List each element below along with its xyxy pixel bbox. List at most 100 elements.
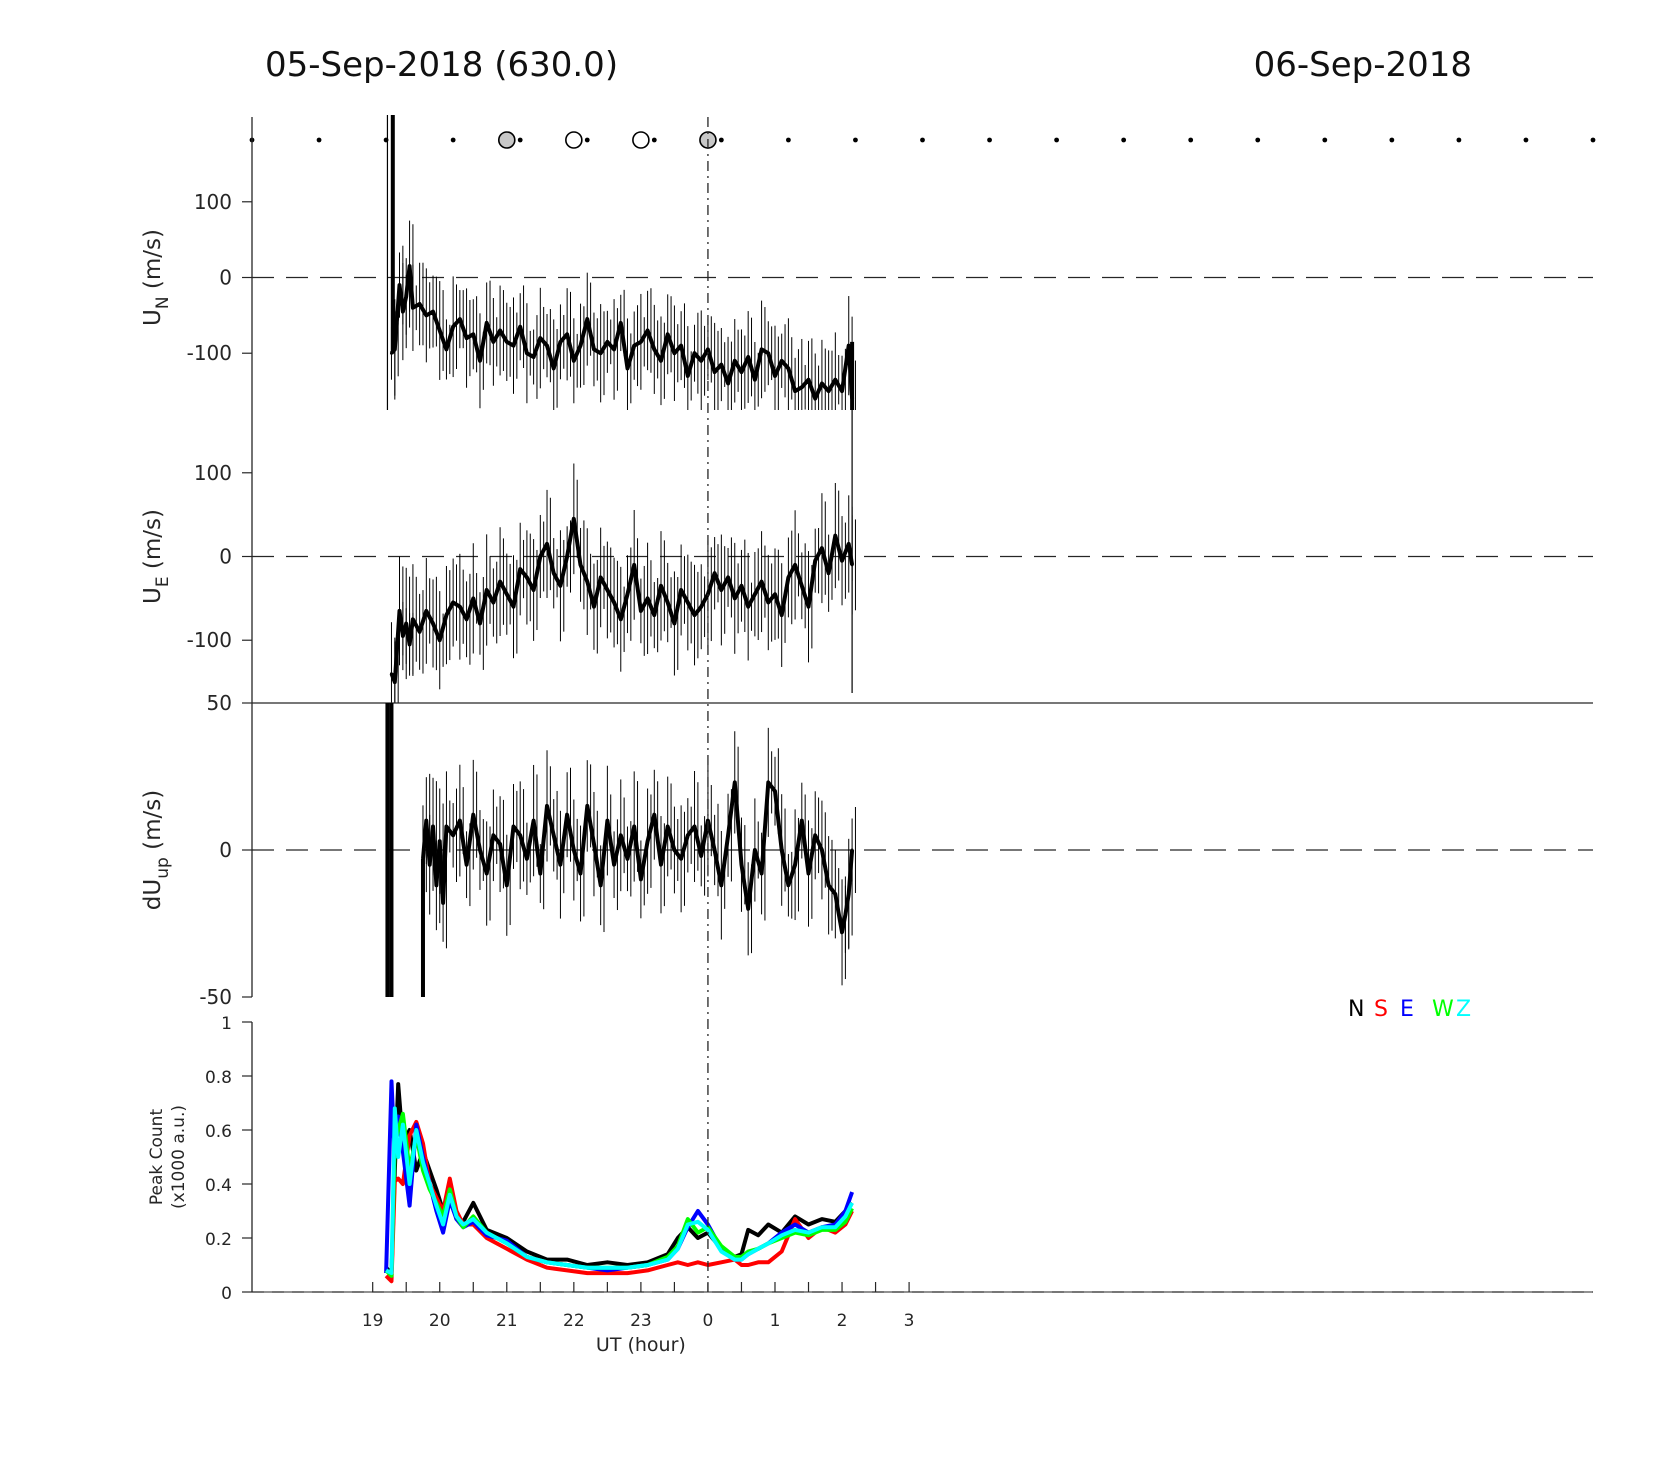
data-point — [672, 848, 676, 852]
data-point — [441, 901, 445, 905]
data-point — [739, 584, 743, 588]
data-point — [699, 605, 703, 609]
y-tick-label: 100 — [194, 461, 232, 485]
data-point — [706, 347, 710, 351]
data-point — [558, 863, 562, 867]
data-point — [773, 374, 777, 378]
data-point — [827, 883, 831, 887]
data-point — [511, 344, 515, 348]
data-point — [572, 848, 576, 852]
data-point — [807, 605, 811, 609]
data-point — [652, 813, 656, 817]
data-point — [599, 351, 603, 355]
data-point — [693, 351, 697, 355]
data-point — [686, 601, 690, 605]
data-point — [451, 601, 455, 605]
data-point — [733, 359, 737, 363]
sample-dot — [316, 137, 322, 143]
data-point — [471, 596, 475, 600]
data-point — [646, 839, 650, 843]
data-point — [686, 833, 690, 837]
data-point — [612, 863, 616, 867]
data-point — [726, 575, 730, 579]
data-point — [652, 347, 656, 351]
data-point — [605, 340, 609, 344]
data-point — [485, 321, 489, 325]
data-point — [498, 580, 502, 584]
legend-item-S: S — [1374, 997, 1388, 1022]
data-point — [793, 389, 797, 393]
data-point — [471, 813, 475, 817]
data-point — [753, 592, 757, 596]
data-point — [679, 857, 683, 861]
data-point — [465, 617, 469, 621]
left-title: 05-Sep-2018 (630.0) — [265, 45, 618, 85]
y-axis-label: dUup (m/s) — [140, 790, 173, 910]
data-point — [518, 567, 522, 571]
data-point — [418, 302, 422, 306]
y-tick-label: 0.8 — [205, 1068, 232, 1088]
data-point — [579, 344, 583, 348]
data-point — [713, 571, 717, 575]
x-axis-label: UT (hour) — [596, 1334, 686, 1356]
sample-dot — [1590, 137, 1596, 143]
data-point — [511, 824, 515, 828]
data-point — [666, 601, 670, 605]
data-point — [498, 329, 502, 332]
sample-dot — [1054, 137, 1059, 143]
data-point — [672, 621, 676, 625]
y-tick-label: 0.6 — [205, 1122, 232, 1142]
data-point — [401, 634, 405, 638]
y-tick-label: 100 — [194, 190, 232, 214]
data-point — [733, 596, 737, 600]
data-point — [760, 580, 764, 584]
data-point — [746, 907, 750, 911]
x-tick-label: 21 — [496, 1311, 518, 1331]
series-group — [384, 1079, 854, 1284]
data-point — [786, 366, 790, 370]
data-point — [444, 613, 448, 617]
sample-dot — [853, 137, 858, 143]
data-point — [760, 347, 764, 351]
data-point — [659, 584, 663, 588]
data-point — [605, 588, 609, 592]
data-point — [833, 534, 837, 538]
data-point — [699, 854, 703, 858]
data-point — [505, 592, 509, 596]
data-point — [612, 347, 616, 351]
data-point — [605, 819, 609, 823]
data-point — [592, 605, 596, 609]
data-point — [532, 588, 536, 592]
data-point — [706, 819, 710, 823]
data-point — [773, 592, 777, 596]
y-tick-label: 0 — [219, 266, 232, 290]
data-point — [739, 863, 743, 867]
x-tick-label: 20 — [429, 1311, 451, 1331]
data-point — [840, 559, 844, 563]
y-axis-label: Peak Count (x1000 a.u.) — [147, 1105, 189, 1209]
data-point — [625, 366, 629, 370]
data-point — [659, 863, 663, 867]
data-point — [753, 378, 757, 382]
data-point — [786, 575, 790, 579]
data-point — [619, 617, 623, 621]
data-point — [478, 359, 482, 363]
data-point — [393, 680, 397, 684]
data-point — [719, 363, 723, 367]
data-point — [491, 601, 495, 605]
data-point — [572, 359, 576, 363]
data-point — [850, 848, 854, 852]
data-point — [401, 310, 405, 314]
data-point — [800, 819, 804, 823]
data-point — [786, 883, 790, 887]
data-point — [485, 588, 489, 592]
data-point — [619, 321, 623, 325]
legend-item-N: N — [1348, 997, 1364, 1022]
series-line-dU_up — [421, 780, 855, 935]
legend-item-Z: Z — [1456, 997, 1471, 1022]
data-point — [411, 306, 415, 310]
data-point — [820, 848, 824, 852]
series-line-Z — [385, 1106, 854, 1276]
sample-dot — [1456, 137, 1462, 143]
